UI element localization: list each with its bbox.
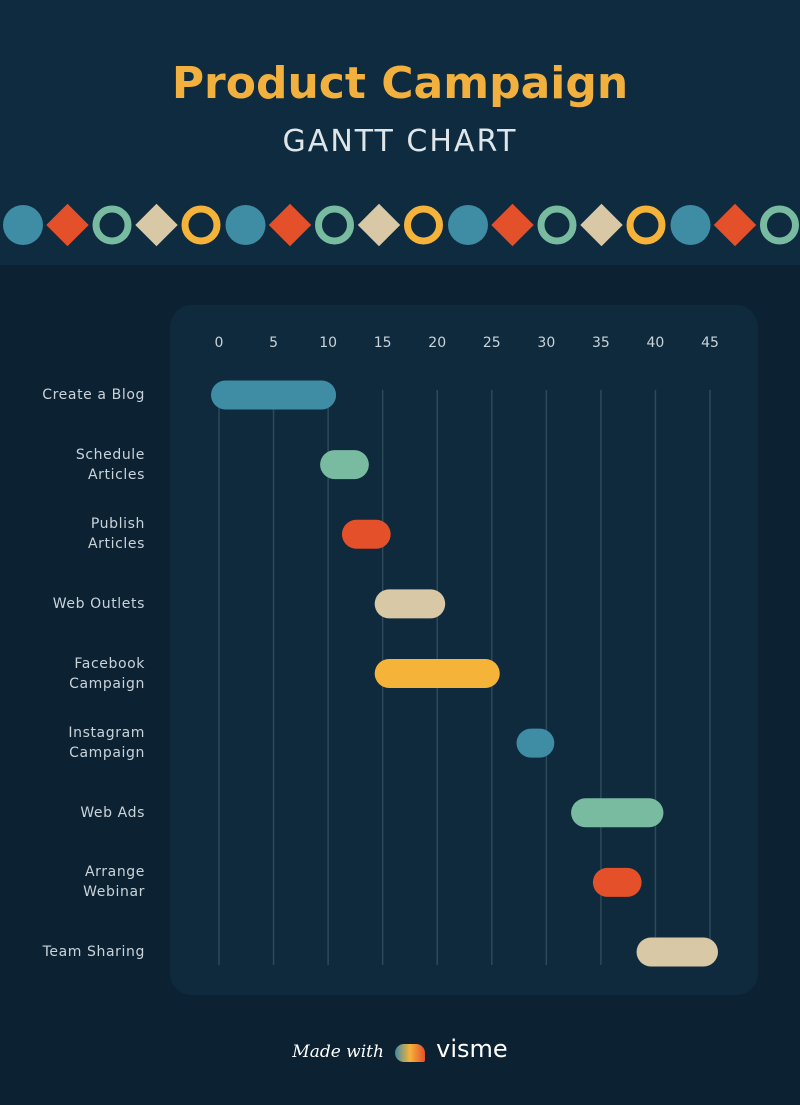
deco-diamond <box>357 203 401 247</box>
deco-diamond <box>135 203 178 247</box>
task-label: Facebook Campaign <box>69 655 145 692</box>
gantt-bar <box>320 450 369 480</box>
gantt-bar <box>211 380 337 410</box>
x-tick-label: 20 <box>428 335 446 351</box>
deco-diamond <box>46 203 89 247</box>
deco-ring <box>626 205 666 245</box>
gantt-bar <box>571 798 664 828</box>
deco-ring <box>315 205 354 245</box>
gantt-bar <box>516 728 555 758</box>
footer-logo <box>395 1043 426 1062</box>
task-label: Team Sharing <box>42 944 145 960</box>
task-label: Web Ads <box>80 804 145 821</box>
gantt-bar <box>374 589 446 619</box>
deco-circle <box>448 205 488 245</box>
deco-ring <box>537 205 577 245</box>
x-tick-label: 35 <box>592 335 610 351</box>
footer: Made with visme <box>0 1035 800 1063</box>
task-label: Instagram Campaign <box>68 725 145 762</box>
gantt-bar <box>341 519 391 549</box>
x-tick-label: 40 <box>647 335 665 351</box>
deco-ring <box>404 205 443 245</box>
x-tick-label: 25 <box>483 335 501 351</box>
header-band <box>0 0 800 265</box>
deco-ring <box>92 205 132 245</box>
chart-subtitle: GANTT CHART <box>282 124 518 159</box>
deco-ring <box>760 205 799 245</box>
task-label: Arrange Webinar <box>83 864 145 901</box>
x-tick-label: 10 <box>319 335 337 351</box>
footer-made-with: Made with <box>292 1042 384 1062</box>
chart-title: Product Campaign <box>171 58 629 109</box>
task-label: Web Outlets <box>52 595 145 612</box>
x-tick-label: 5 <box>269 335 278 351</box>
deco-circle <box>3 205 43 245</box>
task-label: Schedule Articles <box>75 446 145 483</box>
footer-brand: visme <box>436 1035 508 1063</box>
gantt-bar <box>636 937 718 967</box>
x-tick-label: 0 <box>215 335 224 351</box>
gantt-bar <box>374 659 500 688</box>
gantt-bar <box>592 867 642 897</box>
task-label: Publish Articles <box>87 516 145 553</box>
x-tick-label: 15 <box>374 335 392 351</box>
deco-circle <box>225 205 266 245</box>
deco-ring <box>181 205 221 245</box>
deco-diamond <box>268 203 312 247</box>
task-label: Create a Blog <box>42 387 145 403</box>
deco-circle <box>670 205 711 245</box>
x-tick-label: 30 <box>537 335 555 351</box>
x-tick-label: 45 <box>701 335 719 351</box>
